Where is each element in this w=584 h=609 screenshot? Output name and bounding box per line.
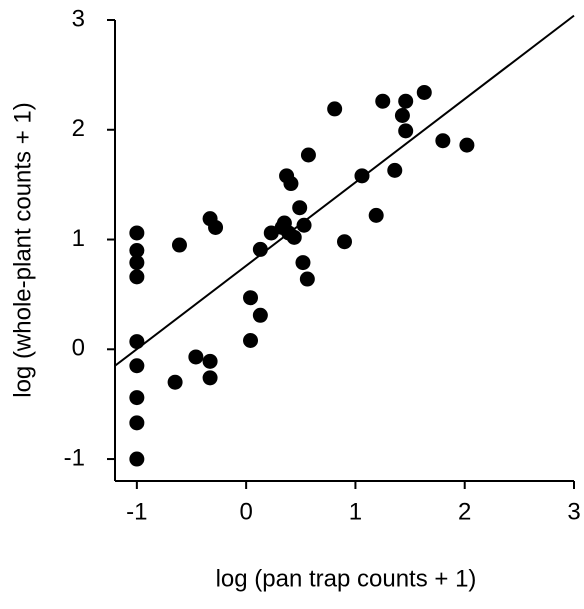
point	[243, 333, 259, 349]
y-tick-label: 3	[72, 5, 85, 32]
point	[283, 176, 299, 192]
point	[129, 334, 145, 350]
point	[243, 290, 259, 306]
point	[129, 390, 145, 406]
point	[398, 123, 414, 139]
point	[202, 353, 218, 369]
point	[300, 147, 316, 163]
y-tick-label: 1	[72, 225, 85, 252]
x-axis-label: log (pan trap counts + 1)	[216, 565, 477, 592]
point	[296, 217, 312, 233]
point	[398, 93, 414, 109]
point	[129, 358, 145, 374]
point	[129, 269, 145, 285]
point	[252, 307, 268, 323]
point	[208, 219, 224, 235]
point	[188, 349, 204, 365]
x-tick-label: 2	[458, 498, 471, 525]
point	[435, 133, 451, 149]
point	[327, 101, 343, 117]
y-axis-label: log (whole-plant counts + 1)	[9, 102, 36, 398]
y-tick-label: 2	[72, 115, 85, 142]
point	[202, 370, 218, 386]
point	[129, 255, 145, 271]
point	[295, 255, 311, 271]
point	[129, 415, 145, 431]
point	[354, 168, 370, 184]
point	[368, 207, 384, 223]
point	[299, 271, 315, 287]
point	[129, 451, 145, 467]
x-tick-label: 3	[567, 498, 580, 525]
point	[252, 241, 268, 257]
x-tick-label: -1	[126, 498, 147, 525]
point	[129, 243, 145, 258]
point	[171, 237, 187, 253]
point	[129, 225, 145, 241]
y-tick-label: 0	[72, 335, 85, 362]
point	[292, 200, 308, 216]
point	[387, 162, 403, 178]
x-tick-label: 0	[239, 498, 252, 525]
y-tick-label: -1	[64, 444, 85, 471]
point	[286, 229, 302, 245]
fit-line	[114, 14, 575, 367]
x-tick-label: 1	[349, 498, 362, 525]
point	[167, 374, 183, 390]
point	[375, 93, 391, 109]
point	[337, 234, 352, 250]
point	[459, 137, 475, 153]
point	[394, 107, 410, 123]
point	[416, 84, 432, 100]
